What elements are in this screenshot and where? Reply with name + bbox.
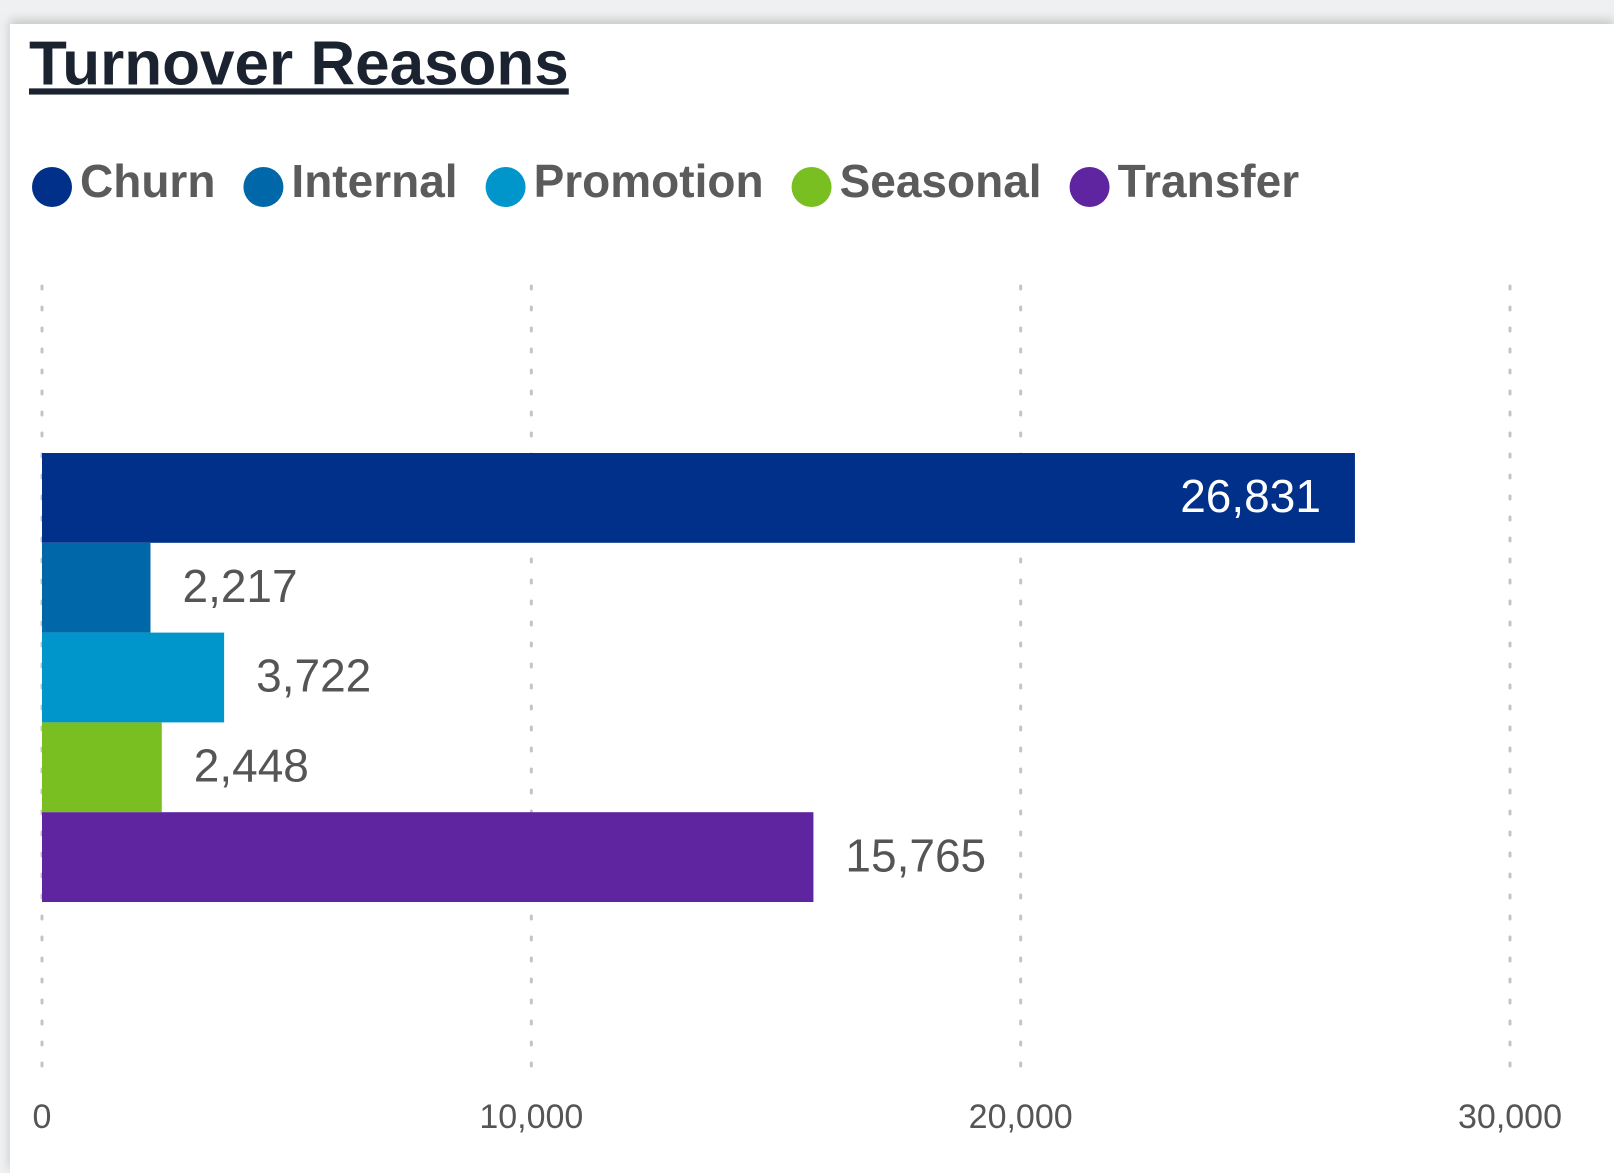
bar: [42, 453, 1355, 543]
legend-label: Promotion: [534, 155, 764, 207]
legend-swatch: [485, 167, 526, 207]
legend-swatch: [32, 167, 72, 207]
legend-label: Internal: [291, 155, 457, 207]
legend-label: Churn: [80, 155, 215, 207]
bar: [42, 722, 162, 813]
x-tick-label: 30,000: [1458, 1098, 1562, 1136]
x-tick-label: 0: [33, 1098, 52, 1136]
legend-swatch: [791, 167, 832, 207]
legend-label: Seasonal: [840, 155, 1042, 207]
data-label: 2,448: [194, 739, 309, 791]
legend-swatch: [243, 167, 284, 207]
data-label: 3,722: [256, 650, 371, 702]
data-label: 26,831: [1180, 470, 1321, 522]
bar: [42, 542, 151, 633]
x-tick-label: 10,000: [479, 1098, 583, 1136]
legend-swatch: [1069, 167, 1110, 207]
bar: [42, 632, 225, 723]
bar: [42, 812, 814, 902]
x-tick-label: 20,000: [969, 1098, 1073, 1136]
data-label: 2,217: [182, 560, 297, 612]
chart-title: Turnover Reasons: [29, 29, 569, 98]
data-label: 15,765: [845, 829, 986, 881]
legend-label: Transfer: [1118, 155, 1300, 207]
card: [10, 24, 1614, 1173]
